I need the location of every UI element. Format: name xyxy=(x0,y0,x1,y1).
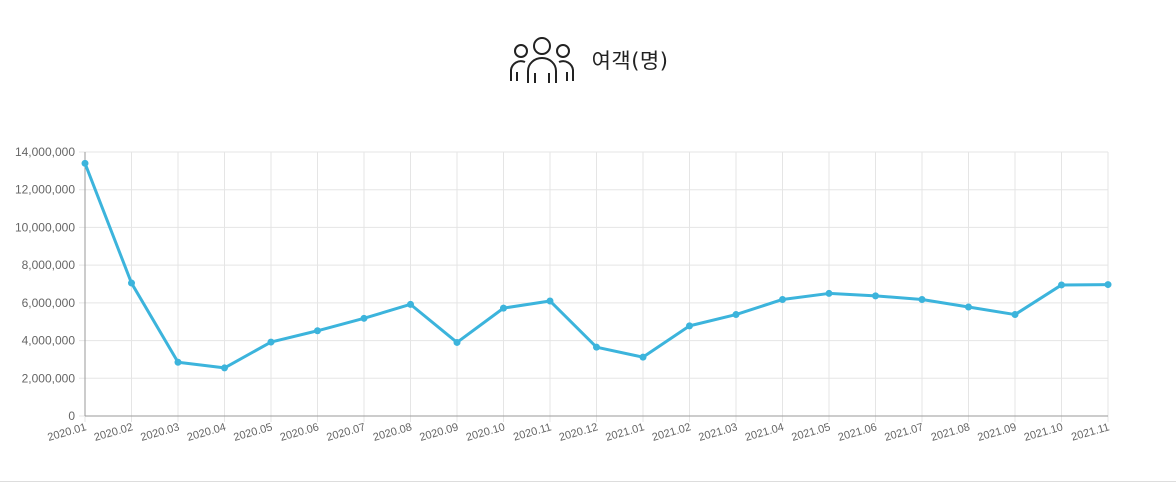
data-point[interactable] xyxy=(174,358,182,366)
y-tick-label: 0 xyxy=(68,409,75,423)
x-tick-label: 2020.10 xyxy=(465,421,507,443)
y-tick-label: 12,000,000 xyxy=(15,183,75,197)
data-point[interactable] xyxy=(128,279,135,287)
data-point[interactable] xyxy=(1104,281,1112,289)
data-point[interactable] xyxy=(546,297,554,305)
x-tick-label: 2020.03 xyxy=(139,421,181,443)
x-tick-label: 2020.06 xyxy=(279,421,321,443)
data-point[interactable] xyxy=(500,304,507,312)
people-group-icon xyxy=(509,37,574,83)
axes xyxy=(84,152,1108,417)
data-point[interactable] xyxy=(267,338,275,346)
chart-header: 여객(명) xyxy=(0,30,1176,90)
x-tick-label: 2020.08 xyxy=(372,421,414,443)
x-tick-label: 2020.09 xyxy=(418,421,460,443)
x-tick-label: 2021.08 xyxy=(930,421,972,443)
x-tick-label: 2020.02 xyxy=(93,421,135,443)
x-tick-label: 2021.10 xyxy=(1023,421,1065,443)
x-tick-label: 2020.11 xyxy=(512,421,553,443)
data-point[interactable] xyxy=(639,353,647,361)
x-tick-label: 2021.06 xyxy=(837,421,879,443)
x-tick-label: 2021.01 xyxy=(604,421,646,443)
x-tick-label: 2021.04 xyxy=(744,421,786,443)
data-point[interactable] xyxy=(686,322,693,330)
chart-title: 여객(명) xyxy=(591,49,669,73)
data-point[interactable] xyxy=(360,314,368,322)
data-point[interactable] xyxy=(407,300,414,308)
data-point[interactable] xyxy=(965,303,972,311)
x-tick-label: 2021.03 xyxy=(697,421,739,443)
y-tick-label: 10,000,000 xyxy=(15,220,75,234)
x-tick-label: 2020.01 xyxy=(46,421,88,443)
data-point[interactable] xyxy=(81,159,89,167)
y-axis-ticks: 0 2,000,000 4,000,000 6,000,000 8,000,000 10,… xyxy=(15,145,75,423)
bottom-divider xyxy=(0,481,1176,482)
data-point[interactable] xyxy=(825,289,833,297)
data-point[interactable] xyxy=(872,292,879,300)
y-tick-label: 6,000,000 xyxy=(22,296,76,310)
data-point[interactable] xyxy=(593,343,600,351)
data-point[interactable] xyxy=(1058,281,1065,289)
x-tick-label: 2020.12 xyxy=(558,421,600,443)
data-point[interactable] xyxy=(779,295,786,303)
data-point[interactable] xyxy=(1011,311,1019,319)
y-tick-label: 2,000,000 xyxy=(22,371,76,385)
y-tick-label: 14,000,000 xyxy=(15,145,75,159)
x-tick-label: 2020.05 xyxy=(232,421,274,443)
x-tick-label: 2021.09 xyxy=(976,421,1018,443)
x-tick-label: 2021.05 xyxy=(790,421,832,443)
data-point[interactable] xyxy=(453,338,461,346)
x-tick-label: 2021.07 xyxy=(883,421,925,443)
data-point[interactable] xyxy=(732,311,740,319)
x-tick-label: 2021.11 xyxy=(1070,421,1111,443)
y-tick-label: 8,000,000 xyxy=(22,258,76,272)
x-tick-label: 2020.07 xyxy=(325,421,367,443)
data-point[interactable] xyxy=(314,327,321,335)
data-point[interactable] xyxy=(918,295,926,303)
data-point[interactable] xyxy=(221,364,228,372)
x-axis-ticks: 2020.01 2020.02 2020.03 2020.04 2020.05 2020.… xyxy=(46,421,1111,443)
y-tick-label: 4,000,000 xyxy=(22,334,76,348)
x-tick-label: 2021.02 xyxy=(651,421,693,443)
series-passengers xyxy=(81,159,1112,372)
x-tick-label: 2020.04 xyxy=(186,421,228,443)
grid xyxy=(79,151,1109,422)
